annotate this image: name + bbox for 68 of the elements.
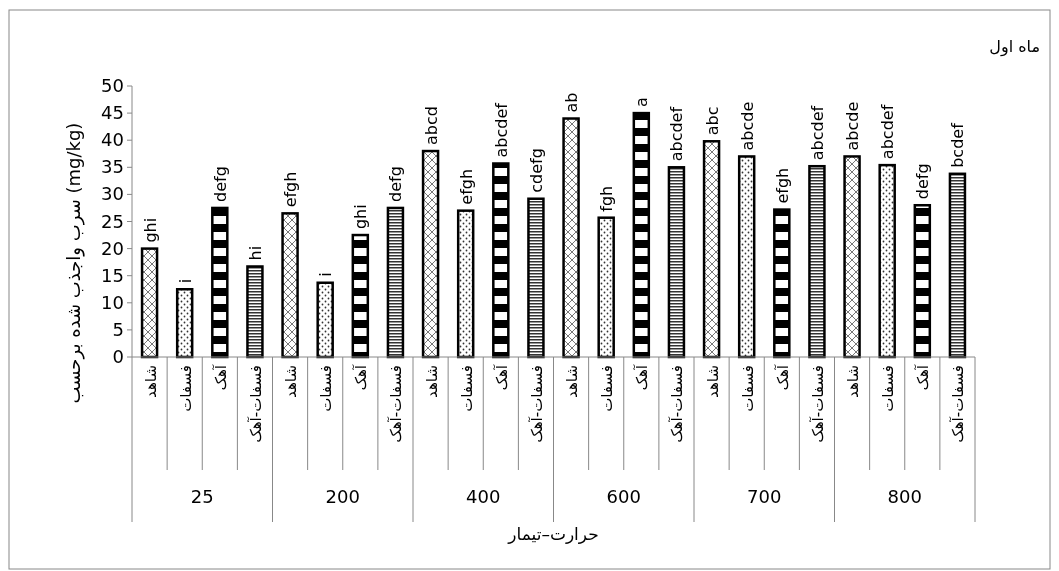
x-tick-label: فسفات [598,365,617,412]
data-label: a [632,97,652,108]
y-tick-label: 25 [101,210,124,232]
x-tick-label: فسفات-آهک [668,365,687,443]
text: 700 [747,486,782,507]
data-label: cdefg [526,148,546,193]
data-label: ab [562,92,582,113]
x-axis-title: حرارت–تیمار [507,524,599,544]
data-label: fgh [597,185,617,212]
y-tick-label: 10 [101,291,124,313]
x-tick-label: شاهد [844,365,863,398]
x-tick-label: آهک [773,364,792,391]
x-tick-label: شاهد [282,365,301,398]
data-label: abcdef [807,105,827,161]
x-tick-label: شاهد [703,365,722,398]
x-tick-label: آهک [914,364,933,391]
data-label: abcde [843,101,863,151]
y-tick-label: 45 [101,102,124,124]
text: ماه اول [989,37,1040,57]
data-label: abcdef [491,102,511,158]
data-label: defg [386,166,406,202]
data-label: efgh [456,168,476,205]
x-tick-label: فسفات-آهک [387,365,406,443]
x-tick-label: آهک [633,364,652,391]
y-tick-label: 0 [112,346,124,367]
data-label: ghi [140,217,160,243]
data-label: abcd [421,106,441,146]
data-label: i [316,272,336,277]
x-tick-label: فسفات [176,365,195,412]
data-label: abc [702,106,722,136]
x-tick-label: فسفات [317,365,336,412]
x-tick-label: فسفات-آهک [808,365,827,443]
data-label: abcde [737,101,757,151]
y-tick-label: 30 [101,183,124,205]
text: 600 [606,486,641,507]
text: 25 [190,486,214,507]
data-label: abcdef [667,106,687,162]
text: 800 [887,486,922,507]
data-label: i [175,278,195,284]
x-tick-label: فسفات [457,365,476,412]
y-tick-label: 35 [101,156,124,178]
data-label: bcdef [948,122,968,168]
data-label: efgh [772,167,792,204]
data-label: defg [210,166,230,202]
text: 200 [325,486,360,507]
text: 400 [466,486,501,507]
y-tick-label: 40 [101,129,124,151]
x-tick-label: آهک [211,364,230,391]
x-tick-label: شاهد [141,365,160,398]
data-label: ghi [351,204,371,230]
data-label: abcdef [878,104,898,160]
x-tick-label: فسفات-آهک [527,365,546,443]
x-tick-label: شاهد [563,365,582,398]
x-tick-label: شاهد [422,365,441,398]
x-tick-label: فسفات-آهک [949,365,968,443]
x-tick-label: آهک [492,364,511,391]
y-tick-label: 15 [101,264,124,286]
x-tick-label: فسفات [879,365,898,412]
x-tick-label: فسفات [738,365,757,412]
x-tick-label: آهک [352,364,371,391]
data-label: defg [913,163,933,200]
y-tick-label: 50 [101,75,124,96]
data-label: efgh [281,171,301,208]
x-tick-label: فسفات-آهک [246,365,265,443]
data-label: hi [245,245,265,261]
y-tick-label: 20 [101,237,124,259]
y-tick-label: 5 [112,318,124,340]
y-axis-title: سرب واجذب شده برحسب (mg/kg) [63,122,85,404]
